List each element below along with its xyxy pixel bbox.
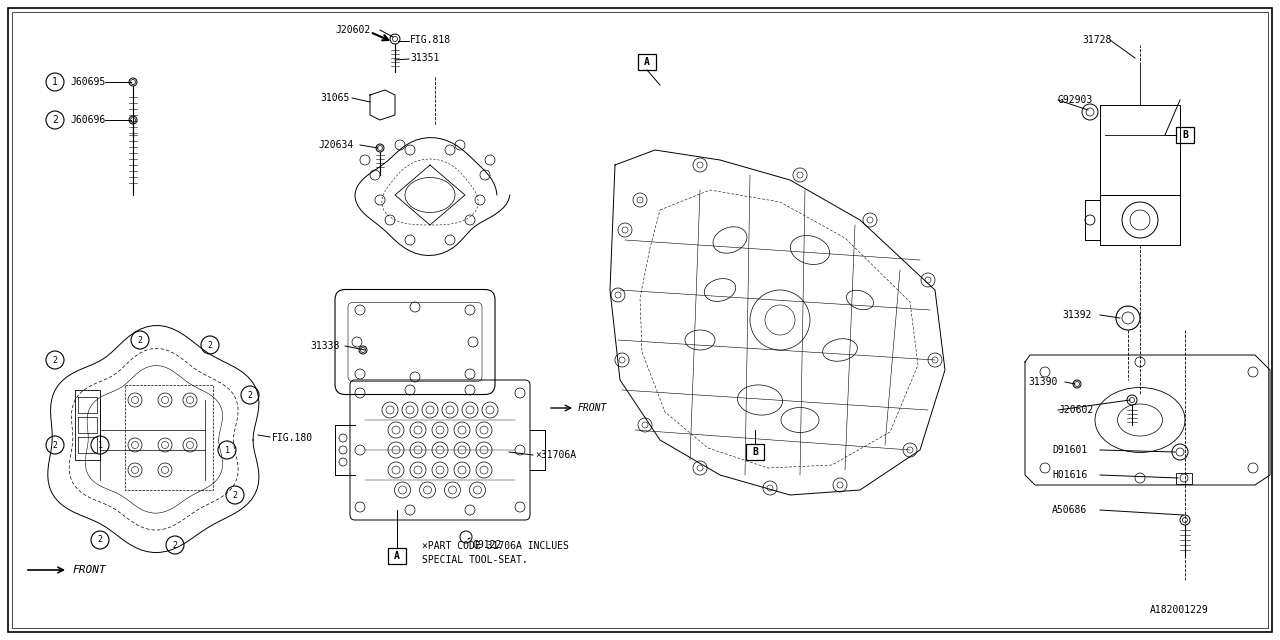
Text: A182001229: A182001229 bbox=[1149, 605, 1208, 615]
Bar bbox=[388, 548, 406, 564]
Bar bbox=[637, 54, 657, 70]
Text: 1: 1 bbox=[97, 440, 102, 449]
Text: 31390: 31390 bbox=[1028, 377, 1057, 387]
Text: 2: 2 bbox=[97, 536, 102, 545]
Text: H01616: H01616 bbox=[1052, 470, 1087, 480]
Text: 31338: 31338 bbox=[310, 341, 339, 351]
Text: SPECIAL TOOL-SEAT.: SPECIAL TOOL-SEAT. bbox=[422, 555, 527, 565]
Text: 2: 2 bbox=[137, 335, 142, 344]
Bar bbox=[1176, 473, 1192, 484]
Text: ×31706A: ×31706A bbox=[535, 450, 576, 460]
Text: B: B bbox=[753, 447, 758, 457]
Text: B: B bbox=[1181, 130, 1188, 140]
Text: G9122: G9122 bbox=[472, 540, 502, 550]
Text: J20602: J20602 bbox=[335, 25, 370, 35]
Text: 2: 2 bbox=[173, 541, 178, 550]
Text: A: A bbox=[394, 551, 399, 561]
Text: D91601: D91601 bbox=[1052, 445, 1087, 455]
Text: 2: 2 bbox=[233, 490, 238, 499]
Text: 31728: 31728 bbox=[1082, 35, 1111, 45]
Text: J20602: J20602 bbox=[1059, 405, 1093, 415]
Text: J60696: J60696 bbox=[70, 115, 105, 125]
Text: G92903: G92903 bbox=[1059, 95, 1093, 105]
Text: 2: 2 bbox=[207, 340, 212, 349]
Text: FRONT: FRONT bbox=[579, 403, 608, 413]
Text: J20634: J20634 bbox=[317, 140, 353, 150]
Text: 2: 2 bbox=[247, 390, 252, 399]
Text: A50686: A50686 bbox=[1052, 505, 1087, 515]
Text: 31065: 31065 bbox=[320, 93, 349, 103]
Bar bbox=[1176, 127, 1194, 143]
Text: ×PART CODE 31706A INCLUES: ×PART CODE 31706A INCLUES bbox=[422, 541, 568, 551]
Text: FIG.180: FIG.180 bbox=[273, 433, 314, 443]
Text: 2: 2 bbox=[52, 440, 58, 449]
Text: 1: 1 bbox=[52, 77, 58, 87]
Text: 2: 2 bbox=[52, 355, 58, 365]
Bar bbox=[746, 444, 764, 460]
Text: FIG.818: FIG.818 bbox=[410, 35, 451, 45]
Text: 2: 2 bbox=[52, 115, 58, 125]
Text: A: A bbox=[644, 57, 650, 67]
Text: 31392: 31392 bbox=[1062, 310, 1092, 320]
Text: 31351: 31351 bbox=[410, 53, 439, 63]
Text: 1: 1 bbox=[224, 445, 229, 454]
Text: FRONT: FRONT bbox=[72, 565, 106, 575]
Text: J60695: J60695 bbox=[70, 77, 105, 87]
